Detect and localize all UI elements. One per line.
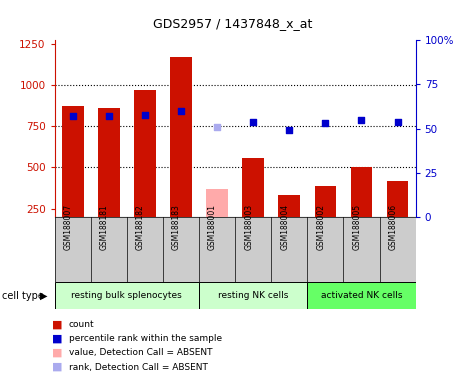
Text: GSM188181: GSM188181 — [100, 204, 109, 250]
Text: ■: ■ — [52, 362, 62, 372]
Text: GSM188007: GSM188007 — [64, 204, 73, 250]
Point — [141, 111, 149, 118]
Bar — [314, 185, 336, 217]
Point — [213, 124, 221, 130]
Text: value, Detection Call = ABSENT: value, Detection Call = ABSENT — [69, 348, 212, 358]
Point — [177, 108, 185, 114]
Text: GSM188001: GSM188001 — [208, 204, 217, 250]
Text: ■: ■ — [52, 319, 62, 329]
Text: count: count — [69, 320, 95, 329]
Point — [105, 113, 113, 119]
Text: percentile rank within the sample: percentile rank within the sample — [69, 334, 222, 343]
Text: rank, Detection Call = ABSENT: rank, Detection Call = ABSENT — [69, 362, 208, 372]
Text: cell type: cell type — [2, 291, 44, 301]
Text: GSM188006: GSM188006 — [389, 204, 398, 250]
Text: GSM188183: GSM188183 — [172, 204, 181, 250]
Point — [249, 119, 257, 125]
Bar — [278, 195, 300, 217]
Text: GSM188003: GSM188003 — [244, 204, 253, 250]
Point — [69, 113, 76, 119]
Bar — [170, 57, 192, 217]
Text: resting bulk splenocytes: resting bulk splenocytes — [71, 291, 182, 300]
Point — [394, 119, 401, 125]
Point — [285, 127, 293, 134]
Text: resting NK cells: resting NK cells — [218, 291, 288, 300]
Point — [358, 117, 365, 123]
Bar — [134, 90, 156, 217]
Text: GSM188004: GSM188004 — [280, 204, 289, 250]
Bar — [199, 282, 307, 309]
Text: ▶: ▶ — [40, 291, 48, 301]
Bar — [98, 108, 120, 217]
Bar — [62, 106, 84, 217]
Bar — [206, 189, 228, 217]
Point — [322, 120, 329, 126]
Bar — [387, 180, 408, 217]
Bar — [242, 158, 264, 217]
Text: ■: ■ — [52, 334, 62, 344]
Bar — [55, 282, 199, 309]
Text: GSM188005: GSM188005 — [352, 204, 361, 250]
Bar — [351, 167, 372, 217]
Text: ■: ■ — [52, 348, 62, 358]
Text: activated NK cells: activated NK cells — [321, 291, 402, 300]
Text: GSM188002: GSM188002 — [316, 204, 325, 250]
Text: GDS2957 / 1437848_x_at: GDS2957 / 1437848_x_at — [153, 17, 313, 30]
Text: GSM188182: GSM188182 — [136, 204, 145, 250]
Bar — [307, 282, 416, 309]
